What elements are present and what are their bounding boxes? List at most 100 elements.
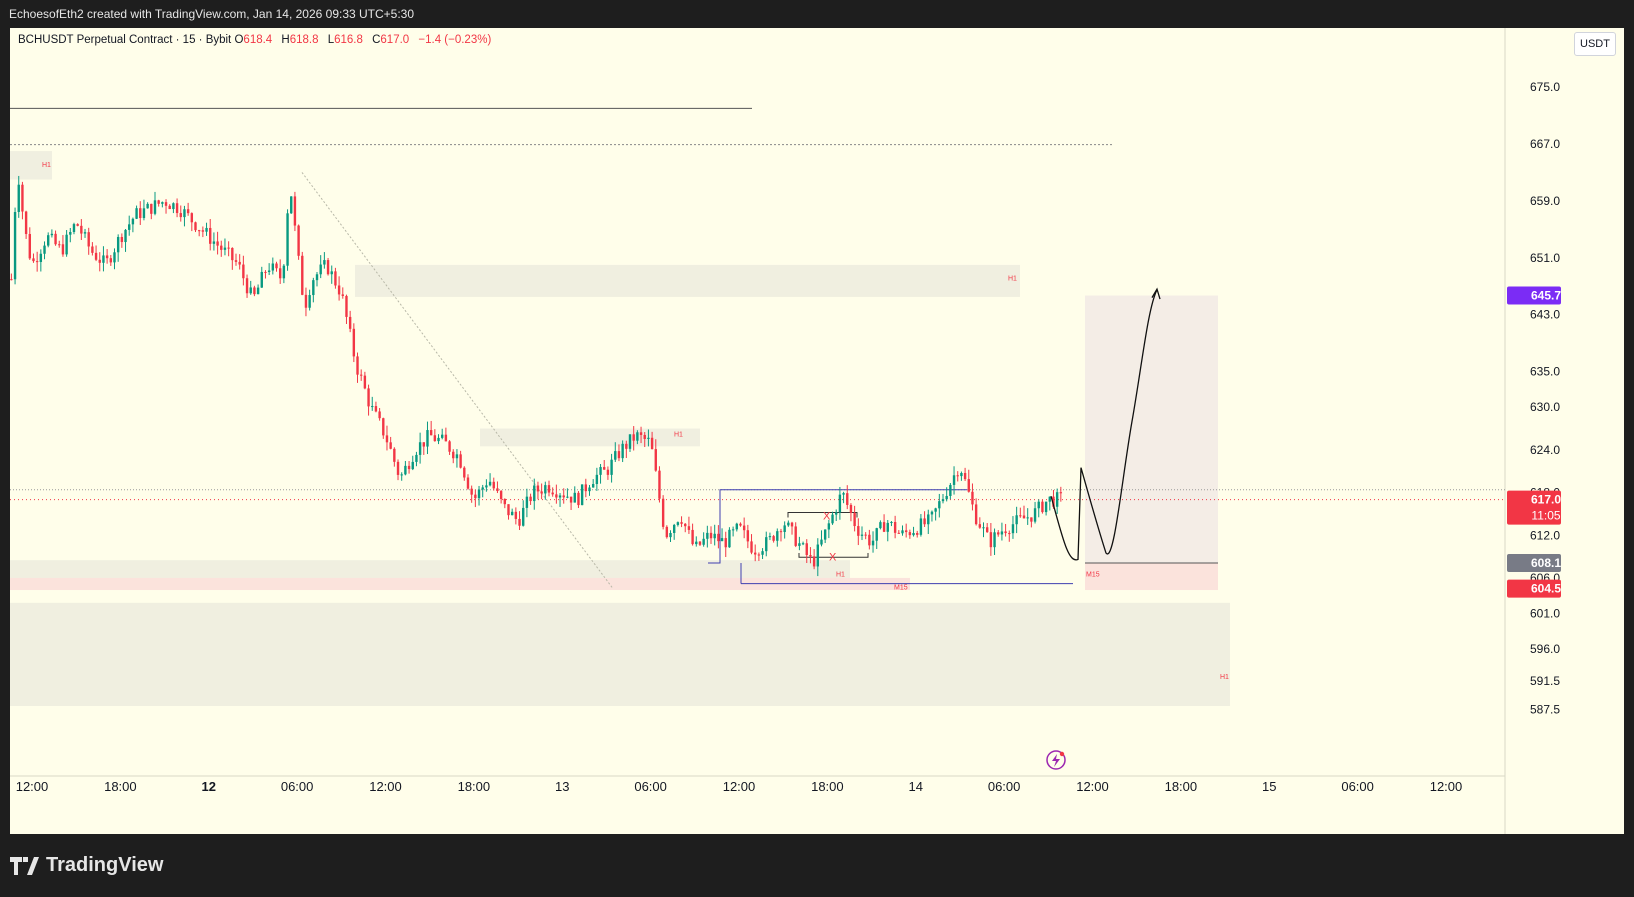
candle-body [24, 211, 28, 234]
candle-body [231, 247, 234, 261]
price-tick-label: 675.0 [1530, 80, 1560, 94]
candle-body [50, 233, 54, 236]
candle-body [816, 544, 820, 567]
candle-body [488, 481, 492, 486]
candle-body [1033, 508, 1037, 522]
candle-body [709, 532, 713, 539]
candle-body [474, 494, 477, 499]
candle-body [10, 279, 13, 281]
candle-body [153, 200, 157, 214]
candle-body [150, 203, 153, 214]
candle-body [540, 491, 543, 494]
candle-body [1044, 501, 1048, 513]
candle-body [654, 449, 657, 471]
candle-body [124, 229, 127, 243]
close-label: C [372, 34, 381, 46]
time-tick-label: 18:00 [1165, 779, 1198, 794]
candle-body [603, 467, 606, 470]
tradingview-logo-icon [10, 856, 39, 875]
candle-body [886, 522, 889, 532]
candle-body [875, 528, 878, 541]
time-tick-label: 12:00 [1076, 779, 1109, 794]
candle-body [83, 232, 87, 234]
candle-body [69, 231, 72, 235]
candle-body [647, 437, 650, 439]
candle-body [533, 485, 536, 502]
time-tick-label: 14 [909, 779, 923, 794]
price-tick-label: 587.5 [1530, 703, 1560, 717]
candle-body [356, 356, 359, 375]
candle-body [507, 504, 510, 516]
candle-body [345, 295, 348, 317]
candle-body [194, 222, 197, 231]
candle-body [43, 245, 46, 254]
candle-body [400, 474, 403, 476]
currency-button[interactable]: USDT [1574, 32, 1616, 56]
candle-body [1030, 517, 1033, 522]
candle-body [945, 495, 948, 500]
candle-body [437, 437, 440, 442]
candle-body [827, 523, 831, 530]
candle-body [433, 435, 437, 442]
candle-body [128, 224, 131, 230]
candle-body [871, 540, 875, 546]
candle-body [242, 264, 245, 279]
candle-body [396, 461, 400, 475]
candle-body [765, 537, 768, 552]
candle-body [798, 543, 801, 546]
zone-label-5: M15 [1086, 572, 1100, 579]
candle-body [139, 208, 142, 219]
candle-body [901, 530, 904, 534]
candle-body [293, 196, 297, 226]
candle-body [580, 484, 584, 506]
candle-body [584, 484, 588, 492]
candle-body [525, 496, 529, 508]
candle-body [393, 448, 396, 462]
chart-frame[interactable]: X X H1 H1 H1 H1 M15 M15 H1 675.0 667.0 659.0 651.0 64… [10, 28, 1624, 834]
candles-group [10, 175, 1063, 577]
candle-body [912, 533, 915, 536]
candle-body [831, 514, 834, 524]
tradingview-brand[interactable]: TradingView [10, 854, 163, 877]
candle-body [923, 518, 926, 525]
candle-body [448, 441, 451, 452]
price-chart[interactable]: X X H1 H1 H1 H1 M15 M15 H1 675.0 667.0 659.0 651.0 64… [10, 28, 1624, 834]
candle-body [186, 209, 190, 214]
low-label: L [327, 34, 335, 46]
candle-body [485, 485, 488, 488]
zone-h1-top-left [10, 151, 52, 180]
time-tick-label: 06:00 [988, 779, 1021, 794]
candle-body [319, 264, 322, 275]
candle-body [1059, 492, 1063, 494]
candle-body [463, 467, 466, 478]
candle-body [363, 375, 367, 389]
candle-body [47, 235, 50, 246]
candle-body [742, 525, 746, 531]
zone-label-4: M15 [894, 584, 908, 591]
candle-body [411, 461, 414, 470]
candle-body [352, 328, 356, 357]
candle-body [378, 411, 381, 419]
candle-body [1052, 496, 1055, 507]
candle-body [665, 526, 669, 538]
candle-body [245, 278, 249, 294]
lightning-icon-bolt [1052, 754, 1060, 767]
candle-body [220, 245, 223, 250]
range-marker-upper: X [823, 510, 831, 522]
time-tick-label: 18:00 [458, 779, 491, 794]
candle-body [934, 508, 937, 512]
candle-body [275, 263, 278, 269]
candle-body [146, 203, 149, 209]
time-tick-label: 12:00 [723, 779, 756, 794]
candle-body [253, 287, 256, 295]
candle-body [105, 255, 109, 259]
candle-body [116, 237, 120, 253]
zone-m15-lower [10, 577, 910, 591]
candle-body [547, 485, 551, 493]
zone-m15-entry [1085, 563, 1218, 591]
candle-body [558, 495, 562, 498]
candle-body [739, 523, 742, 526]
candle-body [444, 434, 448, 442]
zone-label-6: H1 [1220, 674, 1229, 681]
candle-body [661, 498, 665, 527]
